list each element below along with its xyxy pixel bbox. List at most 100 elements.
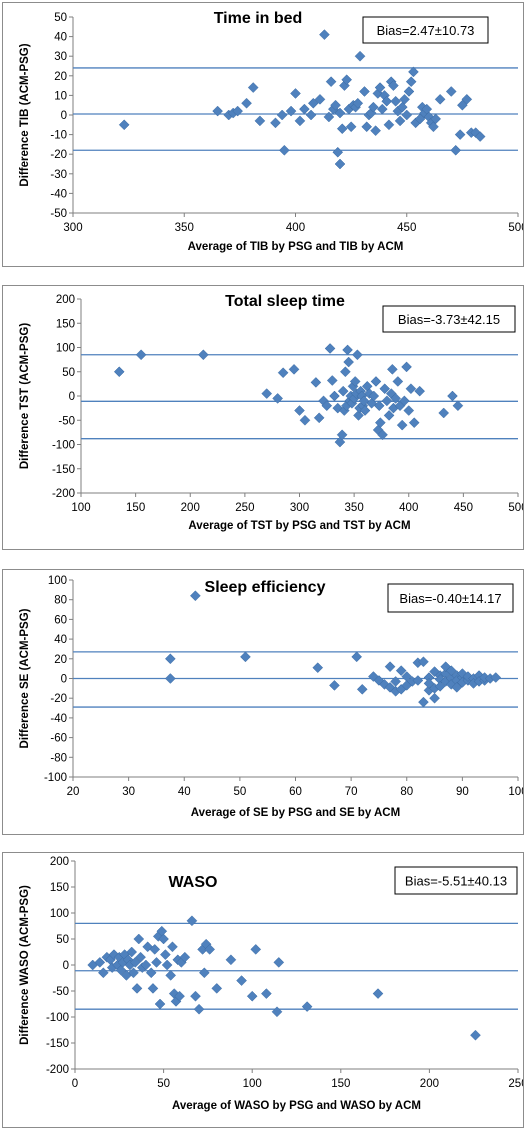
- y-tick-label: -50: [52, 986, 69, 998]
- data-point: [115, 964, 127, 976]
- data-point: [445, 665, 457, 676]
- chart-panel-time-in-bed: -50 -40 -30 -20 -10 0 10 20 30 40 50 300 350 400 450 50…: [2, 2, 524, 267]
- y-tick-label: 50: [62, 367, 75, 379]
- x-axis-label: Average of SE by PSG and SE by ACM: [191, 807, 400, 819]
- y-axis-label: Difference TST (ACM-PSG): [19, 323, 31, 469]
- data-point: [332, 146, 344, 158]
- data-point: [270, 117, 281, 129]
- x-tick-label: 70: [345, 786, 358, 798]
- x-tick-label: 300: [290, 502, 309, 514]
- y-tick-label: -150: [46, 1038, 69, 1050]
- y-tick-label: 150: [56, 318, 75, 330]
- data-point: [337, 385, 349, 397]
- x-tick-label: 60: [289, 786, 302, 798]
- x-tick-label: 450: [397, 222, 416, 234]
- data-point: [154, 998, 166, 1010]
- x-axis-label: Average of TST by PSG and TST by ACM: [188, 520, 410, 532]
- data-point: [323, 111, 335, 123]
- y-tick-label: 0: [63, 960, 69, 972]
- data-point: [97, 967, 109, 979]
- data-point: [394, 115, 406, 127]
- data-point: [261, 988, 272, 999]
- chart-panel-sleep-efficiency: -100 -80 -60 -40 -20 0 20 40 60 80 100 20 30 40 50 60 70…: [2, 569, 524, 835]
- data-point: [272, 393, 284, 404]
- data-point: [383, 410, 395, 421]
- chart-title: Sleep efficiency: [205, 579, 326, 596]
- y-tick-label: 150: [50, 882, 69, 894]
- x-tick-label: 500: [508, 222, 523, 234]
- data-point: [151, 957, 162, 968]
- y-tick-label: -100: [52, 440, 75, 452]
- data-point: [299, 103, 310, 115]
- data-point: [342, 344, 353, 356]
- data-point: [329, 390, 340, 402]
- y-tick-label: -40: [50, 188, 67, 200]
- data-point: [204, 944, 216, 955]
- data-point: [359, 405, 371, 416]
- data-point: [236, 975, 247, 986]
- y-tick-label: 0: [61, 674, 67, 686]
- data-point: [325, 76, 337, 88]
- data-point: [225, 954, 237, 966]
- data-point: [372, 988, 384, 999]
- data-point: [279, 144, 290, 156]
- data-point: [261, 388, 273, 399]
- data-point: [438, 407, 450, 419]
- data-point: [395, 665, 407, 676]
- data-point: [351, 651, 363, 663]
- data-point: [131, 983, 143, 994]
- data-point: [294, 405, 305, 416]
- y-tick-label: 30: [54, 51, 67, 63]
- data-point: [290, 88, 301, 99]
- data-point: [474, 131, 486, 142]
- data-point: [388, 80, 399, 91]
- data-point: [461, 93, 473, 105]
- data-point: [352, 349, 363, 361]
- data-point: [336, 123, 348, 135]
- x-tick-label: 100: [243, 1078, 262, 1090]
- y-tick-label: 50: [56, 934, 69, 946]
- data-point: [294, 115, 306, 127]
- data-point: [301, 1001, 313, 1012]
- data-point: [321, 400, 333, 412]
- x-tick-label: 20: [67, 786, 80, 798]
- data-point: [343, 356, 355, 368]
- data-point: [310, 377, 322, 388]
- y-tick-label: 100: [56, 343, 75, 355]
- x-tick-label: 250: [508, 1078, 523, 1090]
- data-point: [165, 970, 177, 981]
- x-tick-label: 400: [399, 502, 418, 514]
- data-point: [211, 983, 223, 994]
- data-point: [383, 119, 395, 131]
- data-point: [161, 959, 173, 971]
- data-point: [373, 400, 385, 412]
- y-tick-label: 10: [54, 90, 67, 102]
- data-point: [451, 682, 463, 693]
- data-point: [390, 393, 401, 404]
- data-point: [340, 366, 351, 378]
- y-tick-label: -100: [44, 772, 67, 784]
- y-tick-label: -60: [50, 733, 67, 745]
- x-tick-label: 90: [456, 786, 469, 798]
- data-point: [408, 66, 419, 78]
- data-point: [330, 99, 341, 111]
- data-point: [326, 375, 338, 386]
- data-point: [128, 967, 139, 979]
- data-point: [135, 349, 147, 361]
- data-point: [381, 95, 393, 107]
- x-tick-label: 400: [286, 222, 305, 234]
- data-point: [277, 367, 289, 379]
- data-point: [113, 366, 125, 378]
- data-point: [359, 86, 370, 97]
- chart-svg-waso: -200 -150 -100 -50 0 50 100 150 200 0 50 100 150 200 2…: [19, 856, 523, 1112]
- chart-svg-sleep-efficiency: -100 -80 -60 -40 -20 0 20 40 60 80 100 20 30 40 50 60 70…: [19, 575, 523, 819]
- data-point: [164, 673, 176, 684]
- y-tick-label: -100: [46, 1012, 69, 1024]
- y-tick-label: -50: [50, 208, 67, 220]
- data-point: [240, 651, 251, 663]
- data-point: [434, 681, 446, 692]
- data-point: [454, 129, 466, 140]
- data-point: [376, 103, 388, 115]
- chart-svg-time-in-bed: -50 -40 -30 -20 -10 0 10 20 30 40 50 300 350 400 450 50…: [19, 10, 523, 253]
- data-point: [212, 105, 223, 117]
